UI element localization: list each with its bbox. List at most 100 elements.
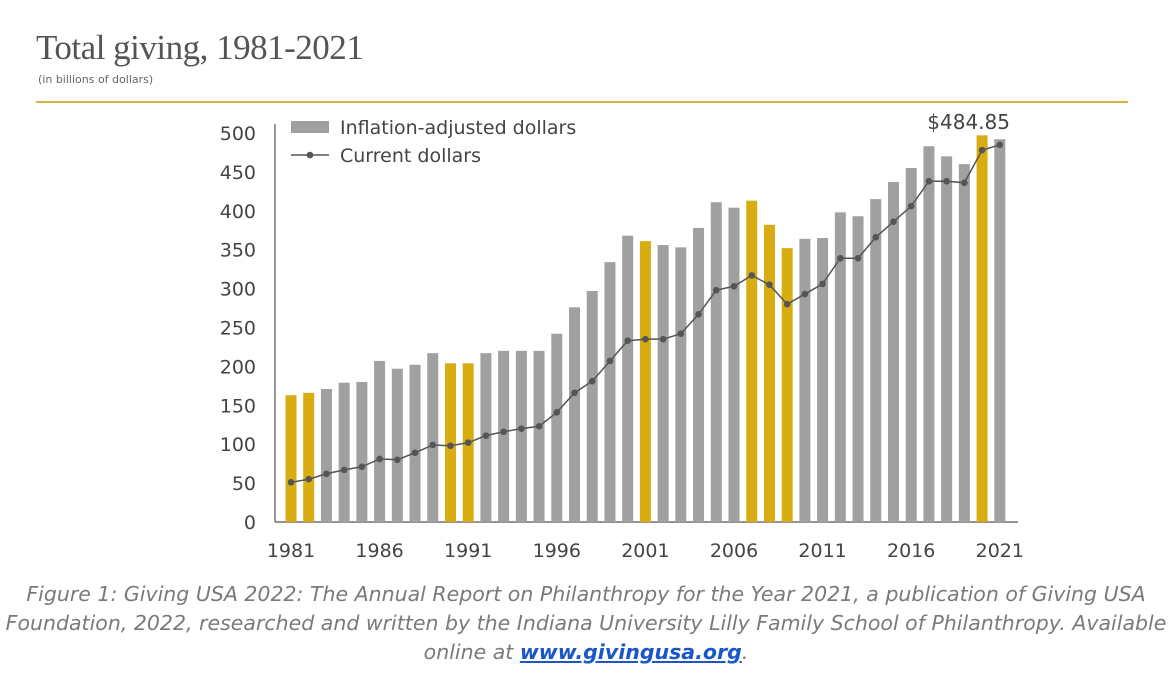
y-tick-label: 0 [244,512,256,534]
x-tick-label: 2006 [710,540,758,562]
line-point [659,335,667,343]
line-point [429,441,437,449]
bar [746,200,758,522]
divider [36,101,1128,103]
caption-text: Figure 1: Giving USA 2022: The Annual Re… [5,582,1167,664]
line-point [571,389,578,397]
bar [533,350,545,522]
bar [320,388,332,522]
bar [834,212,846,522]
source-link[interactable]: www.givingusa.org [519,640,742,664]
x-tick-label: 1981 [267,540,315,562]
bar [870,199,882,522]
bar [374,360,386,522]
bar [693,227,705,522]
line-point [854,254,862,262]
line-point [287,479,295,486]
legend-label: Inflation-adjusted dollars [340,117,576,139]
line-point [535,423,543,430]
y-tick-label: 500 [220,123,256,145]
line-point [748,272,756,279]
bar [710,202,722,522]
line-point [712,286,720,294]
bar [303,392,315,522]
bar [604,262,616,522]
bar [994,139,1006,522]
line-point [943,177,950,185]
line-point [872,233,880,241]
line-point [464,439,472,446]
data-label-2021: $484.85 [927,110,1010,134]
line-point [890,218,897,225]
line-point [340,466,348,474]
x-tick-label: 1986 [355,540,403,562]
y-tick-label: 200 [220,356,256,378]
bar [657,245,669,523]
legend-swatch-bar [291,121,329,133]
line-point [394,456,401,464]
bar [551,333,563,522]
x-tick-label: 2011 [798,540,846,562]
line-point [447,442,454,450]
y-tick-label: 250 [220,318,256,340]
bar [586,290,598,522]
bar [923,146,935,522]
bar [356,381,368,522]
x-tick-label: 2016 [887,540,935,562]
bar [781,248,793,523]
line-point [978,146,986,154]
y-tick-label: 300 [220,279,256,301]
chart-subtitle: (in billions of dollars) [38,73,154,86]
line-point [695,310,702,318]
line-point [323,470,330,478]
line-point [518,425,525,432]
x-tick-label: 2021 [976,540,1024,562]
bar [887,182,899,522]
line-point [677,330,685,338]
line-point [411,449,419,457]
line-point [358,463,366,471]
bar [905,168,917,522]
y-tick-label: 50 [232,473,256,495]
chart-title: Total giving, 1981-2021 [36,28,364,67]
bar [285,395,297,522]
bar [338,382,350,522]
line-point [305,475,313,483]
bar [622,235,634,523]
line-point [376,455,383,463]
bar [639,241,651,522]
bar [391,368,403,522]
y-tick-label: 350 [220,240,256,262]
line-point [925,177,933,185]
line-point [961,179,968,187]
caption-end: . [741,640,749,664]
legend-swatch-point [306,151,314,159]
line-point [819,280,826,288]
bar [852,216,864,522]
bar [498,350,510,522]
line-point [996,141,1004,149]
line-point [482,432,490,439]
line-point [907,202,915,210]
x-tick-label: 1991 [444,540,492,562]
line-point [783,300,791,308]
y-tick-label: 450 [220,162,256,184]
x-tick-label: 1996 [533,540,581,562]
y-tick-label: 100 [220,434,256,456]
y-tick-label: 400 [220,201,256,223]
bar [675,247,687,522]
legend-label: Current dollars [340,145,481,167]
bar [409,364,421,522]
line-point [801,290,809,298]
line-point [837,254,844,262]
bar [817,238,829,522]
line-point [606,357,614,365]
bar [799,238,811,523]
bar [763,224,775,522]
figure-caption: Figure 1: Giving USA 2022: The Annual Re… [0,580,1172,667]
line-point [642,335,649,343]
x-tick-label: 2001 [621,540,669,562]
line-point [588,377,596,385]
bar [728,207,740,523]
